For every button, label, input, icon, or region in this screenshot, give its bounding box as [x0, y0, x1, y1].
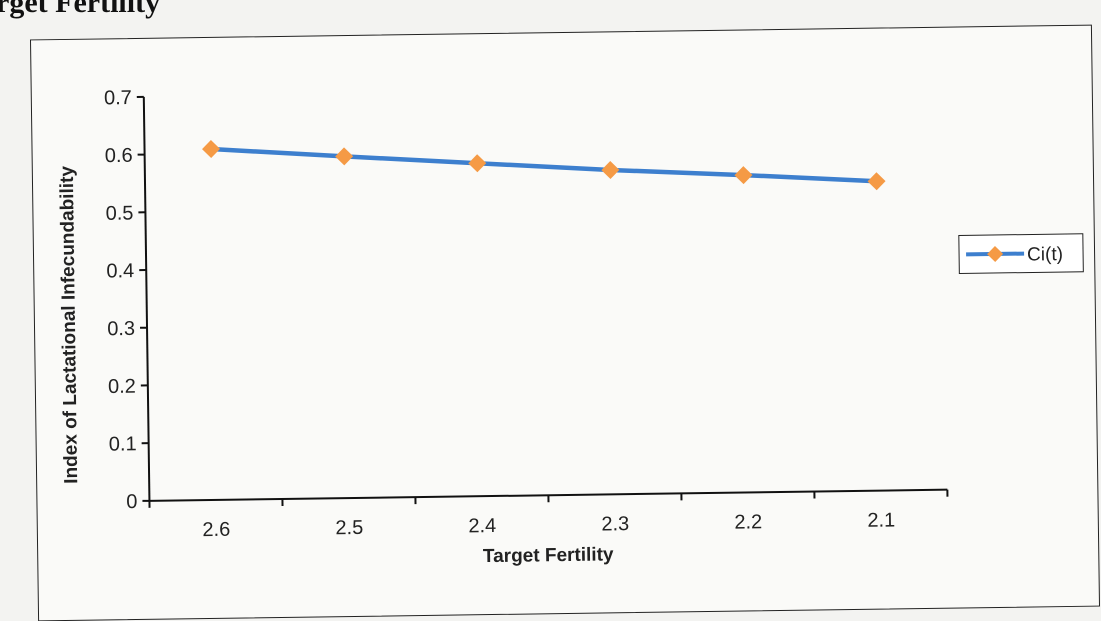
y-tick-label: 0.4 [106, 260, 134, 282]
y-tick-label: 0.2 [108, 376, 136, 398]
x-tick-label: 2.1 [867, 509, 895, 531]
y-tick-label: 0.1 [109, 433, 137, 455]
y-axis-title: Index of Lactational Infecundability [57, 165, 82, 483]
x-tick-label: 2.5 [335, 517, 363, 539]
y-tick-group: 0 0.1 0.2 0.3 0.4 0.5 0.6 0.7 [104, 87, 150, 514]
y-axis-line [144, 97, 150, 501]
data-point-marker [601, 161, 619, 179]
y-tick-label: 0.5 [105, 202, 133, 224]
data-point-marker [734, 166, 752, 184]
x-axis-title: Target Fertility [483, 544, 614, 567]
x-tick-label: 2.2 [734, 511, 762, 533]
data-point-marker [335, 147, 353, 165]
y-tick-label: 0.7 [104, 87, 132, 109]
series-line [211, 140, 877, 191]
x-tick-label: 2.4 [468, 515, 496, 537]
axes [144, 86, 948, 501]
data-point-marker [867, 172, 885, 190]
series-layer [202, 131, 886, 200]
x-tick-label: 2.6 [202, 519, 230, 541]
x-tick-group: 2.6 2.5 2.4 2.3 2.2 2.1 [149, 490, 947, 542]
data-point-marker [468, 154, 486, 172]
page-heading: rget Fertility [0, 0, 160, 20]
legend-label: Ci(t) [1027, 244, 1063, 265]
y-tick-label: 0.3 [107, 318, 135, 340]
y-tick-label: 0.6 [105, 145, 133, 167]
data-point-marker [202, 140, 220, 158]
y-tick-label: 0 [126, 491, 137, 513]
x-tick-label: 2.3 [601, 513, 629, 535]
legend: Ci(t) [959, 234, 1084, 274]
